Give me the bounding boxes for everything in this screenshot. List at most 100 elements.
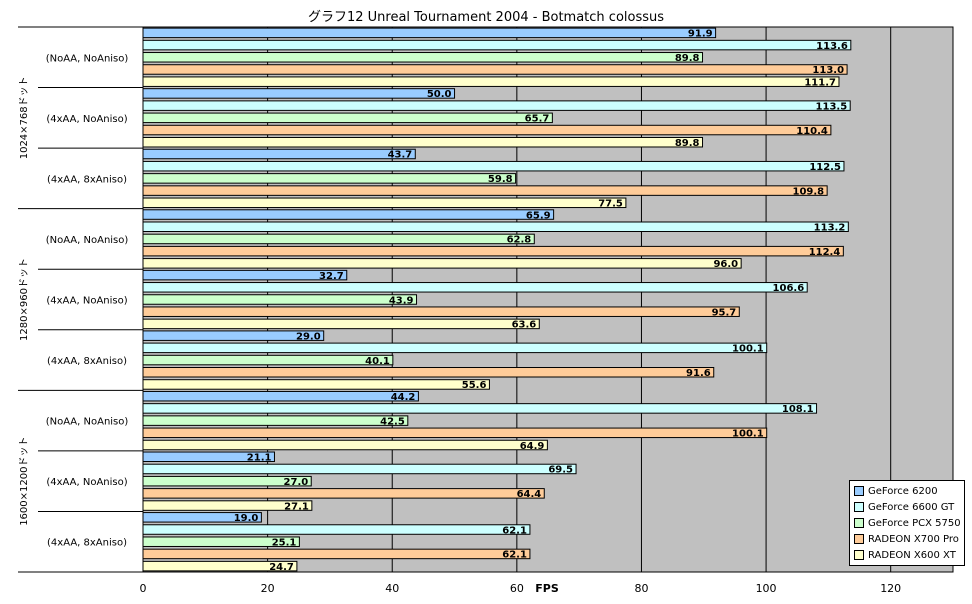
- data-label: 63.6: [512, 320, 537, 331]
- data-label: 113.2: [814, 222, 846, 233]
- data-label: 110.4: [796, 126, 828, 137]
- bar: [142, 160, 845, 172]
- data-label: 62.8: [507, 235, 532, 246]
- category-label: (NoAA, NoAniso): [46, 53, 129, 64]
- bar: [142, 269, 348, 281]
- data-label: 42.5: [380, 416, 405, 427]
- legend-item: RADEON X700 Pro: [854, 531, 960, 547]
- bar: [142, 39, 852, 51]
- bar: [142, 100, 851, 111]
- legend-swatch: [854, 518, 864, 528]
- legend-label: GeForce 6200: [868, 485, 938, 497]
- x-tick-label: 20: [261, 582, 275, 595]
- category-label: (4xAA, NoAniso): [46, 296, 127, 307]
- data-label: 62.1: [502, 550, 527, 561]
- bar: [142, 500, 313, 511]
- data-label: 19.0: [234, 513, 259, 524]
- bar: [142, 52, 704, 63]
- bar: [142, 390, 419, 402]
- data-label: 89.8: [675, 138, 700, 149]
- category-label: (NoAA, NoAniso): [46, 235, 129, 246]
- data-label: 108.1: [782, 404, 814, 415]
- data-label: 64.4: [517, 489, 542, 500]
- data-label: 43.9: [389, 295, 414, 306]
- chart-title: グラフ12 Unreal Tournament 2004 - Botmatch …: [307, 10, 665, 25]
- bar: [142, 124, 832, 136]
- x-tick-label: 100: [756, 582, 777, 595]
- bar: [142, 560, 298, 572]
- data-label: 44.2: [391, 392, 416, 403]
- data-label: 109.8: [792, 186, 824, 197]
- data-label: 64.9: [520, 441, 545, 452]
- x-tick-label: 0: [140, 582, 147, 595]
- bar: [142, 475, 312, 487]
- category-label: (NoAA, NoAniso): [46, 417, 129, 428]
- legend-label: GeForce PCX 5750: [868, 517, 961, 529]
- group-label: 1024×768ドット: [19, 76, 30, 159]
- bar: [142, 379, 490, 390]
- data-label: 43.7: [388, 150, 413, 161]
- bar: [142, 136, 704, 148]
- data-label: 27.1: [284, 501, 309, 512]
- bar: [142, 306, 740, 317]
- legend-label: GeForce 6600 GT: [868, 501, 955, 513]
- bar: [142, 197, 627, 209]
- data-label: 21.1: [247, 453, 272, 464]
- data-label: 91.6: [686, 368, 711, 379]
- x-axis-label: FPS: [535, 582, 559, 595]
- bar: [142, 27, 717, 39]
- legend-item: GeForce PCX 5750: [854, 515, 961, 531]
- bar: [142, 403, 818, 414]
- data-label: 112.4: [809, 247, 841, 258]
- legend-label: RADEON X600 XT: [868, 549, 956, 561]
- bar: [142, 488, 545, 499]
- legend-swatch: [854, 550, 864, 560]
- data-label: 112.5: [809, 162, 841, 173]
- data-label: 113.5: [816, 101, 848, 112]
- bar: [142, 233, 535, 245]
- bar: [142, 209, 555, 220]
- bar: [142, 282, 808, 293]
- bar: [142, 245, 844, 257]
- bar: [142, 524, 531, 535]
- data-label: 113.0: [812, 65, 844, 76]
- bar: [142, 342, 768, 354]
- group-label: 1600×1200ドット: [19, 437, 30, 526]
- bar: [142, 415, 409, 426]
- data-label: 106.6: [773, 283, 805, 294]
- data-label: 111.7: [804, 77, 836, 88]
- bar: [142, 439, 548, 451]
- bar: [142, 354, 394, 366]
- category-label: (4xAA, NoAniso): [46, 114, 127, 125]
- x-tick-label: 120: [880, 582, 901, 595]
- bar: [142, 64, 848, 75]
- legend-swatch: [854, 486, 864, 496]
- data-label: 100.1: [732, 344, 764, 355]
- data-label: 62.1: [502, 525, 527, 536]
- data-label: 55.6: [462, 380, 487, 391]
- group-label: 1280×960ドット: [19, 258, 30, 341]
- category-label: (4xAA, NoAniso): [46, 477, 127, 488]
- x-tick-label: 60: [510, 582, 524, 595]
- data-label: 40.1: [365, 356, 390, 367]
- bar: [142, 536, 300, 547]
- category-label: (4xAA, 8xAniso): [47, 538, 127, 549]
- legend-label: RADEON X700 Pro: [868, 533, 959, 545]
- legend-item: RADEON X600 XT: [854, 547, 960, 563]
- bar: [142, 512, 262, 523]
- legend-item: GeForce 6200: [854, 483, 960, 499]
- bar: [142, 367, 715, 378]
- data-label: 65.9: [526, 210, 551, 221]
- bar: [142, 148, 416, 160]
- data-label: 113.6: [816, 41, 848, 52]
- bar: [142, 330, 325, 341]
- bar: [142, 112, 553, 124]
- bar: [142, 463, 577, 475]
- data-label: 27.0: [284, 477, 309, 488]
- legend: GeForce 6200 GeForce 6600 GT GeForce PCX 5…: [849, 480, 965, 566]
- bar: [142, 185, 828, 196]
- category-label: (4xAA, 8xAniso): [47, 174, 127, 185]
- data-label: 91.9: [688, 29, 713, 40]
- data-label: 69.5: [548, 465, 573, 476]
